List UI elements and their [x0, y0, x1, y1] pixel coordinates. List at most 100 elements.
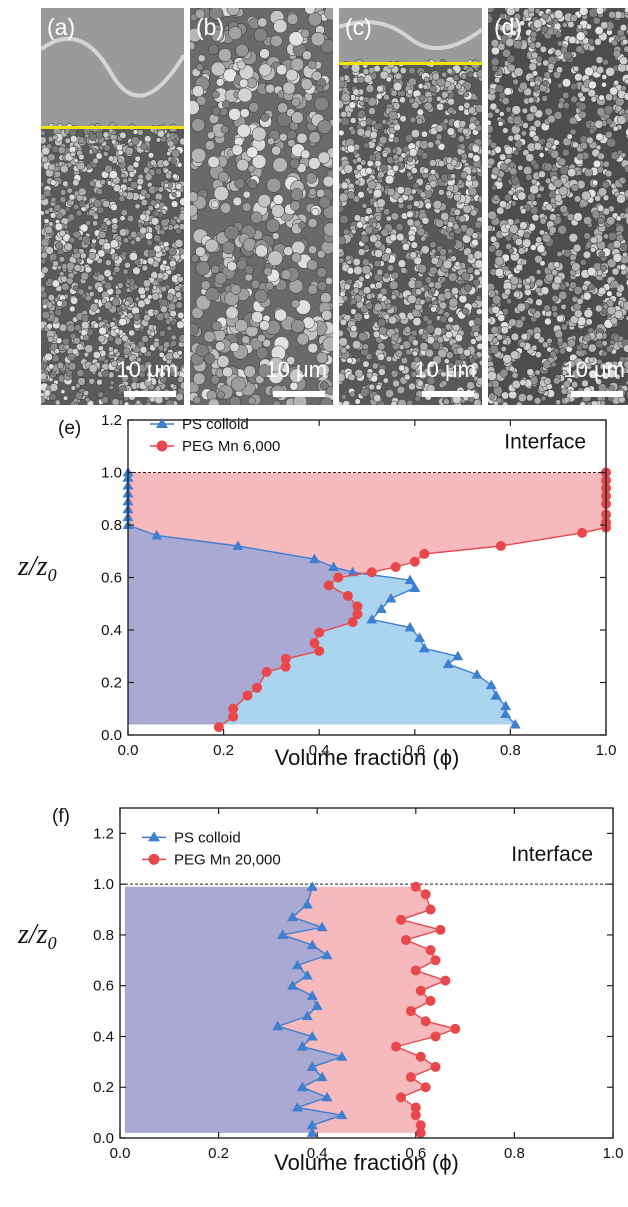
sem-particle	[505, 8, 516, 16]
sem-particle	[132, 129, 139, 135]
scale-bar-b	[273, 391, 325, 397]
sem-particle	[448, 297, 459, 308]
sem-particle	[51, 279, 60, 288]
peg-point	[323, 580, 334, 591]
peg-point	[242, 690, 253, 701]
sem-particle	[248, 102, 259, 113]
sem-particle	[545, 141, 553, 149]
sem-particle	[54, 348, 60, 354]
sem-particle	[379, 287, 388, 296]
ps-colloid-point	[306, 990, 318, 1000]
sem-particle	[70, 385, 77, 391]
sem-particle	[273, 19, 288, 34]
sem-particle	[75, 209, 83, 217]
sem-top-layer-ridge	[41, 36, 184, 98]
sem-particle	[41, 245, 45, 251]
sem-particle	[429, 266, 438, 275]
sem-particle	[144, 173, 153, 181]
sem-particle	[420, 332, 428, 340]
sem-particle	[563, 396, 571, 404]
sem-particle	[583, 216, 593, 226]
sem-particle	[436, 77, 446, 87]
sem-particle	[106, 180, 113, 186]
sem-particle	[489, 344, 499, 354]
sem-particle	[500, 326, 509, 335]
sem-particle	[89, 133, 98, 142]
sem-particle	[390, 369, 397, 376]
sem-particle	[69, 305, 76, 313]
sem-particle	[488, 88, 496, 95]
sem-particle	[540, 395, 547, 402]
peg-point	[352, 601, 363, 612]
sem-particle	[402, 243, 410, 251]
sem-particle	[139, 213, 147, 221]
sem-particle	[500, 345, 507, 353]
sem-particle	[230, 284, 242, 295]
sem-particle	[65, 369, 73, 377]
sem-particle	[476, 342, 482, 350]
sem-particle	[534, 287, 542, 294]
sem-particle	[587, 38, 595, 45]
sem-particle	[400, 267, 408, 274]
peg-point	[450, 1023, 461, 1034]
sem-particle	[353, 287, 360, 294]
sem-particle	[406, 399, 414, 405]
sem-particle	[225, 306, 239, 320]
sem-particle	[108, 346, 114, 352]
sem-particle	[379, 70, 389, 80]
sem-particle	[436, 96, 442, 102]
sem-particle	[435, 133, 443, 141]
sem-particle	[308, 131, 321, 144]
sem-particle	[135, 236, 142, 243]
sem-particle	[270, 34, 283, 48]
sem-particle	[568, 35, 577, 45]
sem-particle	[597, 204, 605, 212]
sem-particle	[68, 362, 77, 371]
ps-colloid-point	[500, 700, 512, 711]
sem-particle	[615, 105, 623, 113]
sem-panel-b: (b) 10 μm	[190, 8, 333, 405]
sem-particle	[203, 353, 216, 365]
sem-particle	[43, 389, 52, 397]
sem-particle	[599, 399, 606, 405]
sem-particle	[502, 354, 512, 364]
sem-particle	[458, 215, 466, 223]
y-tick-label: 0.0	[93, 1130, 114, 1147]
sem-particle	[77, 377, 86, 386]
sem-particle	[595, 378, 602, 386]
sem-particle	[502, 401, 509, 405]
sem-particle	[96, 285, 104, 293]
sem-particle	[503, 87, 512, 96]
ps-colloid-point	[375, 603, 387, 613]
sem-particle	[342, 295, 349, 302]
sem-particle	[75, 391, 84, 400]
sem-particle	[504, 145, 514, 155]
sem-particle	[587, 88, 596, 98]
sem-particle	[73, 398, 79, 403]
sem-particle	[367, 188, 374, 195]
sem-particle	[375, 384, 382, 391]
sem-particle	[377, 353, 385, 361]
sem-particle	[461, 271, 471, 281]
sem-particle	[617, 335, 625, 342]
sem-particle	[533, 19, 543, 29]
sem-particle	[588, 369, 598, 379]
sem-particle	[474, 259, 482, 269]
sem-particle	[555, 399, 561, 405]
sem-particle	[510, 332, 519, 341]
sem-particle	[317, 250, 326, 259]
sem-particle	[601, 340, 608, 347]
sem-particle	[445, 351, 454, 360]
sem-particle	[192, 85, 204, 98]
sem-particle	[517, 165, 524, 171]
sem-particle	[606, 216, 616, 226]
sem-particle	[357, 75, 365, 84]
y-tick-label: 0.8	[101, 517, 122, 534]
sem-particle	[50, 196, 57, 203]
x-tick-label: 0.4	[309, 742, 330, 759]
y-axis-label: z/z0	[17, 919, 57, 953]
sem-particle	[512, 78, 519, 85]
sem-particle	[570, 95, 578, 103]
ps-colloid-point	[347, 566, 359, 577]
sem-particle	[602, 160, 610, 168]
